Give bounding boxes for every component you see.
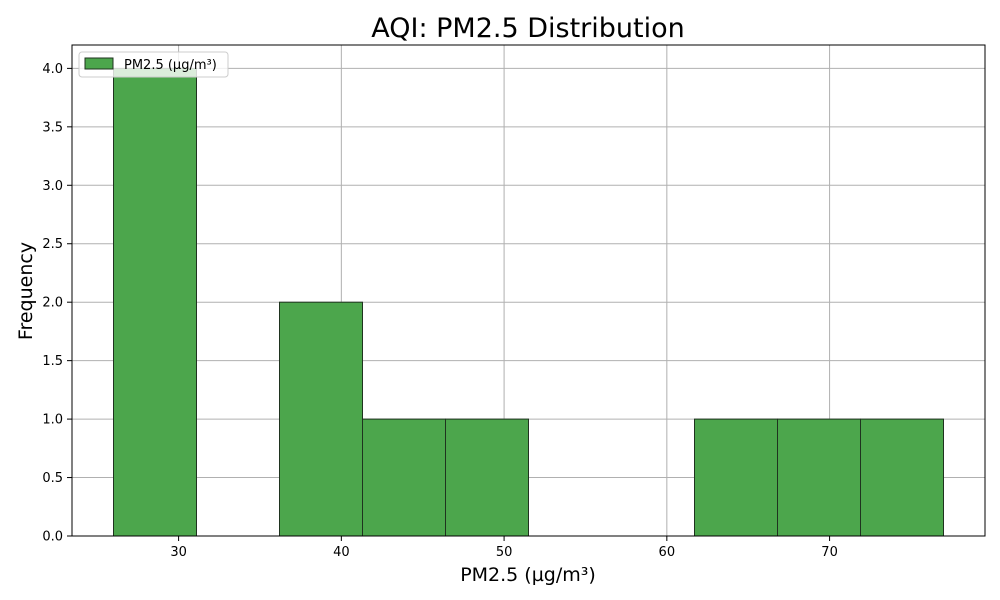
x-tick-label: 40 [333, 545, 350, 560]
bars-layer [113, 67, 944, 537]
x-axis-label: PM2.5 (µg/m³) [460, 564, 596, 586]
histogram-bar [860, 418, 944, 537]
y-tick-label: 3.0 [42, 179, 63, 194]
y-tick-label: 1.5 [42, 354, 63, 369]
legend-label: PM2.5 (µg/m³) [124, 58, 217, 73]
y-axis-label: Frequency [15, 242, 37, 340]
x-tick-label: 50 [496, 545, 513, 560]
histogram-bar [113, 67, 197, 537]
histogram-bar [694, 418, 778, 537]
x-tick-label: 70 [821, 545, 838, 560]
y-tick-label: 1.0 [42, 413, 63, 428]
legend-box [78, 51, 229, 78]
x-tick-label: 30 [170, 545, 187, 560]
y-tick-label: 0.0 [42, 530, 63, 545]
ticks-layer: 30 40 50 60 70 0.0 0.5 1.0 1.5 2.0 2.5 3.0 3.5 4.0 [42, 62, 838, 560]
y-tick-label: 0.5 [42, 471, 63, 486]
legend-swatch [84, 57, 114, 70]
plot-frame [71, 44, 986, 537]
y-tick-label: 2.0 [42, 296, 63, 311]
histogram-bar [279, 301, 363, 537]
histogram-bar [777, 418, 861, 537]
legend: PM2.5 (µg/m³) [78, 51, 229, 78]
y-tick-label: 2.5 [42, 237, 63, 252]
histogram-bar [362, 418, 446, 537]
y-tick-label: 4.0 [42, 62, 63, 77]
x-tick-label: 60 [659, 545, 676, 560]
y-tick-label: 3.5 [42, 120, 63, 135]
histogram-bar [445, 418, 529, 537]
chart-title: AQI: PM2.5 Distribution [371, 13, 685, 44]
